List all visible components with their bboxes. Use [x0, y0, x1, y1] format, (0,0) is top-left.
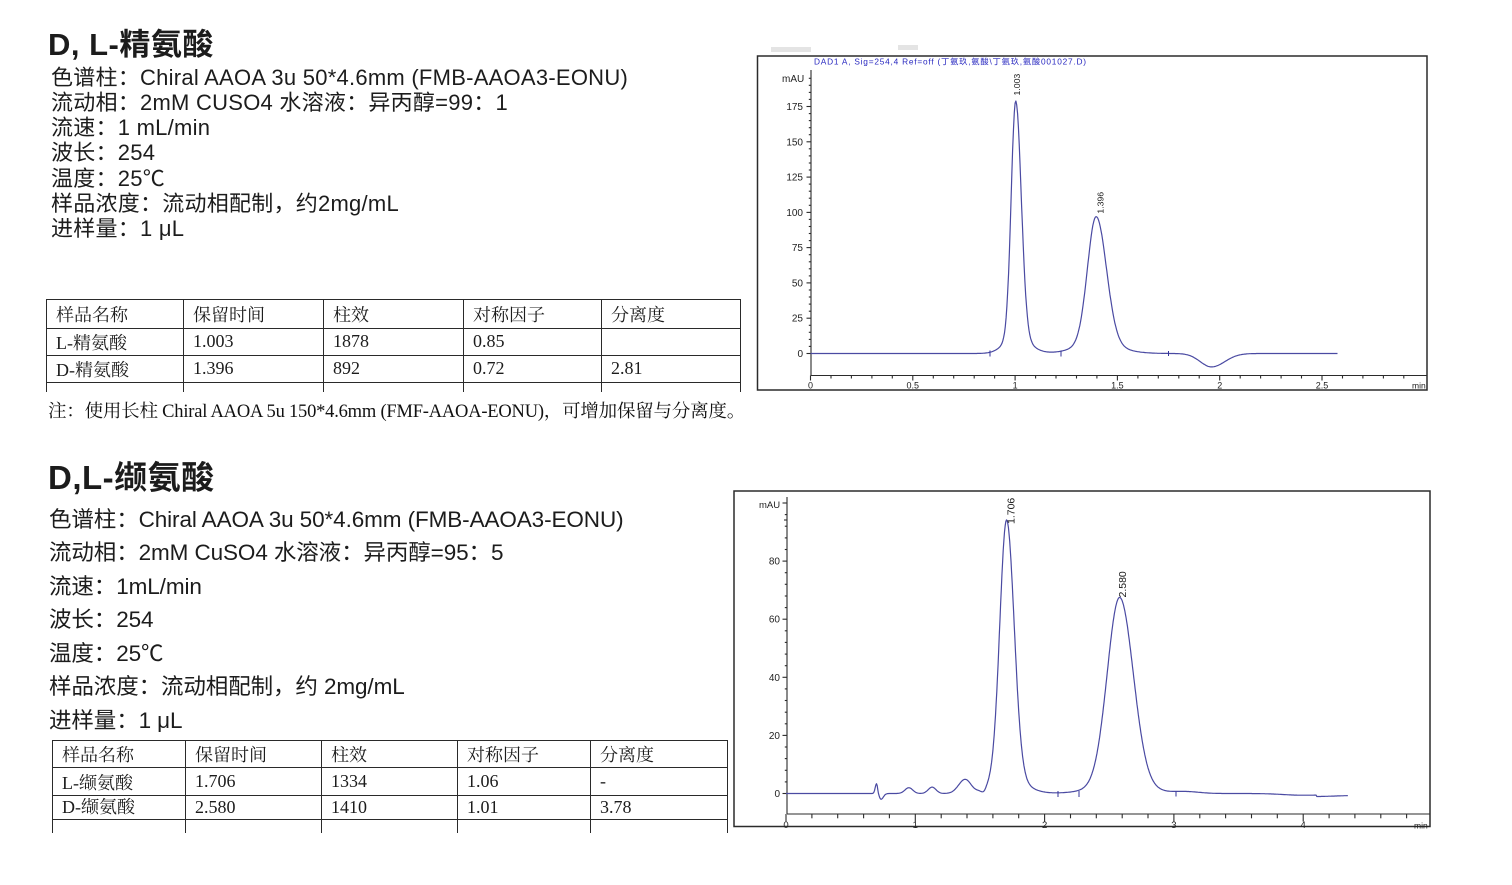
- svg-text:4: 4: [1301, 820, 1306, 831]
- svg-text:min: min: [1412, 381, 1426, 391]
- svg-text:1: 1: [913, 820, 918, 831]
- svg-text:1.706: 1.706: [1006, 498, 1018, 524]
- svg-text:125: 125: [786, 173, 803, 184]
- svg-text:2.5: 2.5: [1316, 381, 1329, 391]
- svg-text:80: 80: [769, 557, 781, 568]
- svg-text:100: 100: [786, 208, 803, 219]
- svg-text:1.396: 1.396: [1095, 192, 1105, 214]
- svg-text:25: 25: [792, 314, 804, 325]
- svg-text:0: 0: [774, 789, 780, 800]
- svg-text:min: min: [1414, 821, 1428, 831]
- svg-text:60: 60: [769, 615, 781, 626]
- svg-text:150: 150: [786, 137, 803, 148]
- svg-text:2: 2: [1217, 381, 1222, 391]
- svg-text:0: 0: [808, 381, 813, 391]
- svg-text:175: 175: [786, 102, 803, 113]
- svg-text:2.580: 2.580: [1117, 571, 1129, 597]
- svg-text:1.5: 1.5: [1111, 381, 1124, 391]
- svg-text:75: 75: [792, 243, 804, 254]
- svg-text:50: 50: [792, 278, 804, 289]
- svg-text:20: 20: [769, 731, 781, 742]
- svg-text:3: 3: [1171, 820, 1176, 831]
- svg-text:mAU: mAU: [782, 74, 804, 85]
- svg-text:mAU: mAU: [759, 500, 780, 511]
- svg-text:1: 1: [1013, 381, 1018, 391]
- svg-text:40: 40: [769, 673, 781, 684]
- svg-text:DAD1 A, Sig=254,4 Ref=off (丁氨玖: DAD1 A, Sig=254,4 Ref=off (丁氨玖,氨酸\丁氨玖,氨酸…: [814, 57, 1087, 67]
- svg-text:1.003: 1.003: [1012, 74, 1022, 96]
- svg-text:0: 0: [783, 820, 788, 831]
- svg-text:0.5: 0.5: [907, 381, 920, 391]
- svg-text:2: 2: [1042, 820, 1047, 831]
- svg-text:0: 0: [797, 349, 803, 360]
